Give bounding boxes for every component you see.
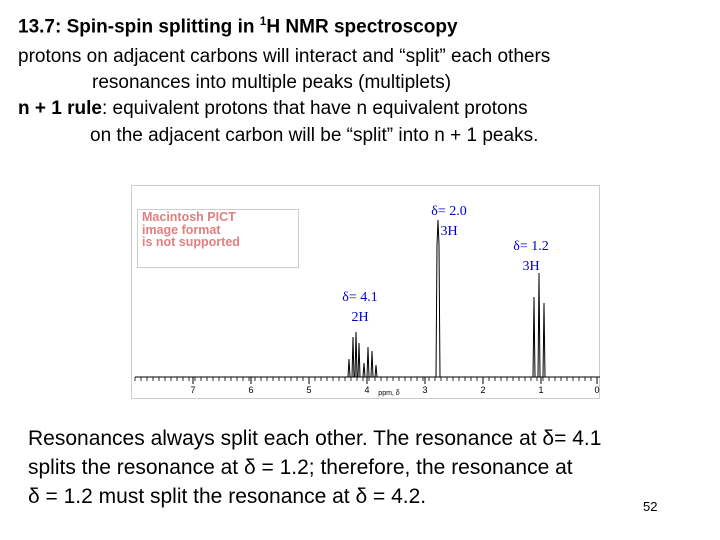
page-number: 52 [643,499,658,514]
peak-quartet-4-1 [343,331,378,378]
peak-label-delta-4-1: δ= 4.1 [342,290,378,305]
major-ticks [192,377,598,384]
peak-label-count-1-2: 3H [522,259,539,274]
peak-label-count-4-1: 2H [351,310,368,325]
nmr-spectrum: 7 6 5 4 3 2 1 0 ppm, δ δ= 2.0 3H δ= 1.2 … [131,185,600,399]
axis-unit-label: ppm, δ [378,390,400,397]
peak-triplet-1-2 [529,272,549,378]
tick-label-6: 6 [248,385,253,395]
tick-label-3: 3 [422,385,427,395]
paragraph-line-1: Resonances always split each other. The … [28,427,602,450]
intro-line-1: protons on adjacent carbons will interac… [18,46,551,67]
rule-line: n + 1 rule: equivalent protons that have… [18,98,528,120]
slide-title: 13.7: Spin-spin splitting in 1H NMR spec… [18,14,458,38]
tick-label-2: 2 [480,385,485,395]
pict-placeholder [137,209,299,268]
peak-singlet-2-0 [431,219,445,378]
pict-notice-line-3: is not supported [142,235,240,249]
pict-notice-line-1: Macintosh PICT [142,210,236,224]
tick-label-4: 4 [364,385,369,395]
tick-label-1: 1 [538,385,543,395]
paragraph-line-2: splits the resonance at δ = 1.2; therefo… [28,456,573,479]
pict-notice-line-2: image format [142,222,221,237]
tick-label-5: 5 [306,385,311,395]
intro-line-2: resonances into multiple peaks (multiple… [92,72,452,93]
rule-text: : equivalent protons that have n equival… [101,98,528,119]
paragraph-line-3: δ = 1.2 must split the resonance at δ = … [28,485,427,508]
peak-label-delta-1-2: δ= 1.2 [513,239,549,254]
intro-line-4: on the adjacent carbon will be “split” i… [90,125,539,146]
minor-ticks [134,377,598,381]
pict-notice: Macintosh PICT image format is not suppo… [142,211,240,249]
tick-label-0: 0 [594,385,599,395]
peak-label-count-2-0: 3H [440,224,457,239]
tick-label-7: 7 [190,385,195,395]
rule-label: n + 1 rule [18,98,102,119]
peak-label-delta-2-0: δ= 2.0 [431,204,467,219]
